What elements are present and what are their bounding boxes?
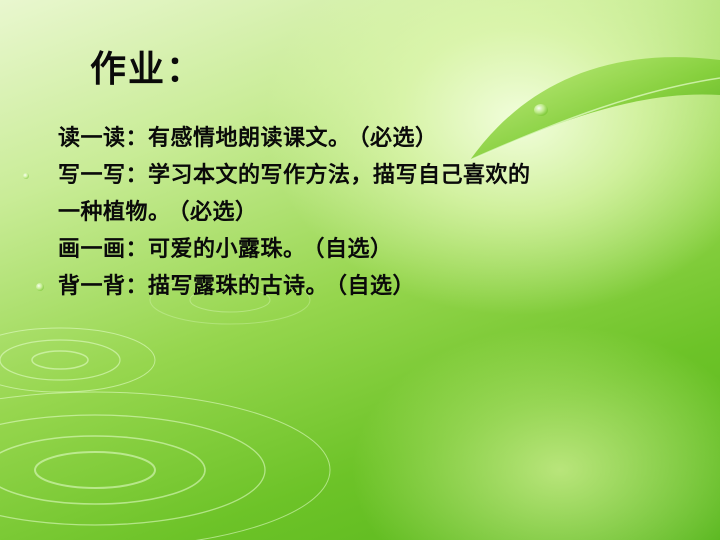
homework-item-label: 画一画: [58, 237, 126, 262]
homework-item-tag: （自选）: [313, 237, 393, 262]
homework-item-label: 读一读: [58, 126, 126, 151]
dew-drop-icons: [23, 104, 548, 291]
homework-item-line: 背一背描写露珠的古诗。 （自选）: [58, 268, 668, 305]
homework-item-tag: （必选）: [178, 200, 258, 225]
homework-item-line: 写一写学习本文的写作方法，描写自己喜欢的: [58, 157, 668, 194]
homework-item-line: 画一画可爱的小露珠。 （自选）: [58, 231, 668, 268]
homework-item-text: 有感情地朗读课文。: [148, 126, 351, 151]
homework-item-recite: 背一背描写露珠的古诗。 （自选）: [58, 268, 668, 305]
homework-item-text: 一种植物。: [58, 200, 171, 225]
ripple-rings: [0, 275, 331, 540]
homework-item-write: 写一写学习本文的写作方法，描写自己喜欢的 一种植物。 （必选）: [58, 157, 668, 231]
homework-item-tag: （自选）: [336, 274, 416, 299]
homework-item-text: 可爱的小露珠。: [148, 237, 306, 262]
homework-item-line: 一种植物。 （必选）: [58, 194, 668, 231]
homework-item-label: 写一写: [58, 163, 126, 188]
homework-item-label: 背一背: [58, 274, 126, 299]
homework-list: 读一读有感情地朗读课文。 （必选） 写一写学习本文的写作方法，描写自己喜欢的 一种…: [58, 120, 668, 305]
homework-item-read: 读一读有感情地朗读课文。 （必选）: [58, 120, 668, 157]
homework-item-draw: 画一画可爱的小露珠。 （自选）: [58, 231, 668, 268]
homework-item-text: 描写露珠的古诗。: [148, 274, 329, 299]
homework-item-text: 学习本文的写作方法，描写自己喜欢的: [148, 163, 531, 188]
homework-item-tag: （必选）: [358, 126, 438, 151]
leaf-icon: [469, 57, 720, 161]
slide-title: 作业：: [90, 49, 205, 90]
homework-item-line: 读一读有感情地朗读课文。 （必选）: [58, 120, 668, 157]
